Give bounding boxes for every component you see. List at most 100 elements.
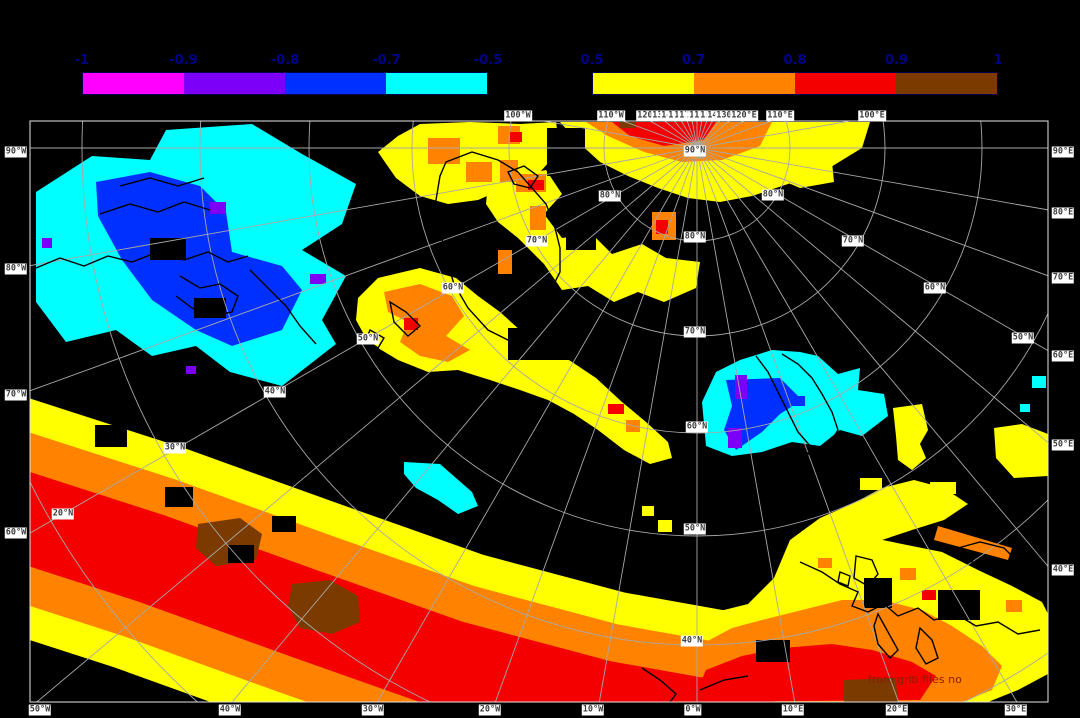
positive-colorbar-segment-orange — [694, 73, 795, 94]
negative-colorbar — [82, 72, 488, 95]
region-gap-1 — [150, 238, 186, 260]
coast-uk — [853, 555, 879, 587]
meridian-line — [696, 147, 1048, 352]
positive-colorbar-tick: 0.5 — [580, 53, 604, 68]
region-speck-r2 — [528, 180, 544, 190]
region-speck-r3 — [656, 220, 668, 234]
coast-scandinavia — [755, 353, 839, 449]
lon-label-right: 80°E — [1051, 207, 1075, 219]
lat-label-interior: 80°N — [683, 231, 707, 243]
region-speck-r4 — [404, 318, 418, 330]
region-gap-3 — [547, 128, 585, 176]
region-arctic-orange-1 — [428, 138, 460, 164]
coast-baltic — [805, 451, 851, 467]
negative-colorbar-segment-cyan — [386, 73, 487, 94]
lon-label-bottom: 40°W — [218, 704, 242, 716]
meridian-line — [696, 147, 1018, 702]
lat-label-interior: 40°N — [680, 635, 704, 647]
coast-greece — [915, 626, 939, 665]
region-speck-r5 — [608, 404, 624, 414]
coast-newfoundland — [388, 300, 422, 337]
lon-label-top: 120°W — [636, 110, 664, 122]
lat-label-interior: 70°N — [525, 235, 549, 247]
meridian-line — [696, 147, 900, 702]
negative-colorbar-tick: -0.7 — [372, 53, 401, 68]
positive-colorbar-tick: 0.9 — [884, 53, 909, 68]
lon-label-bottom: 10°W — [581, 704, 605, 716]
region-speck-y7 — [930, 482, 956, 494]
lon-label-bottom: 50°W — [28, 704, 52, 716]
region-gap-4 — [508, 328, 570, 360]
region-gap-6 — [95, 425, 127, 447]
negative-colorbar-tick: -0.9 — [169, 53, 198, 68]
negative-colorbar-segment-violet — [184, 73, 285, 94]
meridian-line — [376, 147, 698, 702]
region-gap-9 — [864, 578, 892, 608]
lon-label-top: 130°E — [715, 110, 743, 122]
lat-label-interior: 30°N — [163, 442, 187, 454]
lon-label-bottom: 0°W — [684, 704, 702, 716]
region-gap-2 — [194, 298, 226, 318]
lat-label-interior: 40°N — [263, 386, 287, 398]
coast-greenland — [435, 151, 561, 341]
lon-label-top: 120°E — [730, 110, 758, 122]
region-cyan-bit-2 — [1020, 404, 1030, 412]
meridian-line — [30, 147, 698, 267]
region-canada-core-blue — [96, 172, 302, 346]
region-right-edge-yellow — [994, 424, 1048, 478]
lon-label-right: 40°E — [1051, 564, 1075, 576]
negative-colorbar-tick: -0.8 — [270, 53, 300, 68]
negative-colorbar-segment-magenta — [83, 73, 184, 94]
region-caspian-yellow — [893, 404, 928, 470]
lon-label-top: 110°W — [597, 110, 625, 122]
lat-label-interior: 60°N — [441, 282, 465, 294]
positive-colorbar — [592, 72, 998, 95]
region-speck-o4 — [818, 558, 832, 568]
coast-blacksea — [956, 541, 1018, 569]
region-speck-r1 — [510, 132, 522, 142]
region-speck-o3 — [1006, 600, 1022, 612]
meridian-line — [696, 147, 1048, 568]
lat-label-interior: 60°N — [923, 282, 947, 294]
region-gap-11 — [756, 640, 790, 662]
lon-label-right: 50°E — [1051, 439, 1075, 451]
region-blacksea-coast-orange — [934, 526, 1012, 560]
caption: from grib files no — [868, 673, 962, 686]
meridian-line — [231, 147, 698, 702]
lat-label-interior: 90°N — [683, 145, 707, 157]
lon-label-bottom: 20°E — [885, 704, 909, 716]
coast-arctic-islands-1 — [99, 201, 211, 215]
meridian-line — [696, 147, 796, 702]
region-violet-4 — [186, 366, 196, 374]
lat-label-interior: 80°N — [598, 190, 622, 202]
meridian-line — [36, 147, 698, 702]
meridian-line — [30, 147, 698, 392]
coast-nw-africa — [641, 667, 677, 702]
lon-label-left: 90°W — [4, 146, 28, 158]
meridian-line — [696, 147, 1048, 277]
lon-label-bottom: 10°E — [781, 704, 805, 716]
region-svalbard-orange-2 — [530, 206, 546, 230]
coastline-layer — [35, 151, 1041, 702]
lat-label-interior: 20°N — [51, 508, 75, 520]
meridian-line — [598, 147, 698, 702]
region-speck-r6 — [922, 590, 936, 600]
lon-label-bottom: 30°W — [361, 704, 385, 716]
region-violet-2 — [310, 274, 326, 284]
region-blue-bit-1 — [793, 396, 805, 406]
region-subtropical-band-red — [30, 472, 775, 702]
region-svalbard-orange-3 — [498, 250, 512, 274]
region-brown-top-speck — [620, 122, 636, 128]
region-midatlantic-cyan-streak — [404, 462, 478, 514]
lat-label-interior: 70°N — [683, 326, 707, 338]
lat-label-interior: 70°N — [841, 235, 865, 247]
lon-label-top: 100°E — [858, 110, 886, 122]
positive-colorbar-tick: 1 — [993, 53, 1003, 68]
lon-label-bottom: 30°E — [1004, 704, 1028, 716]
region-speck-y3 — [196, 660, 210, 670]
lat-label-interior: 60°N — [685, 421, 709, 433]
coast-italy — [873, 612, 899, 660]
negative-colorbar-tick: -1 — [74, 53, 90, 68]
coast-europe-med — [799, 561, 1041, 635]
